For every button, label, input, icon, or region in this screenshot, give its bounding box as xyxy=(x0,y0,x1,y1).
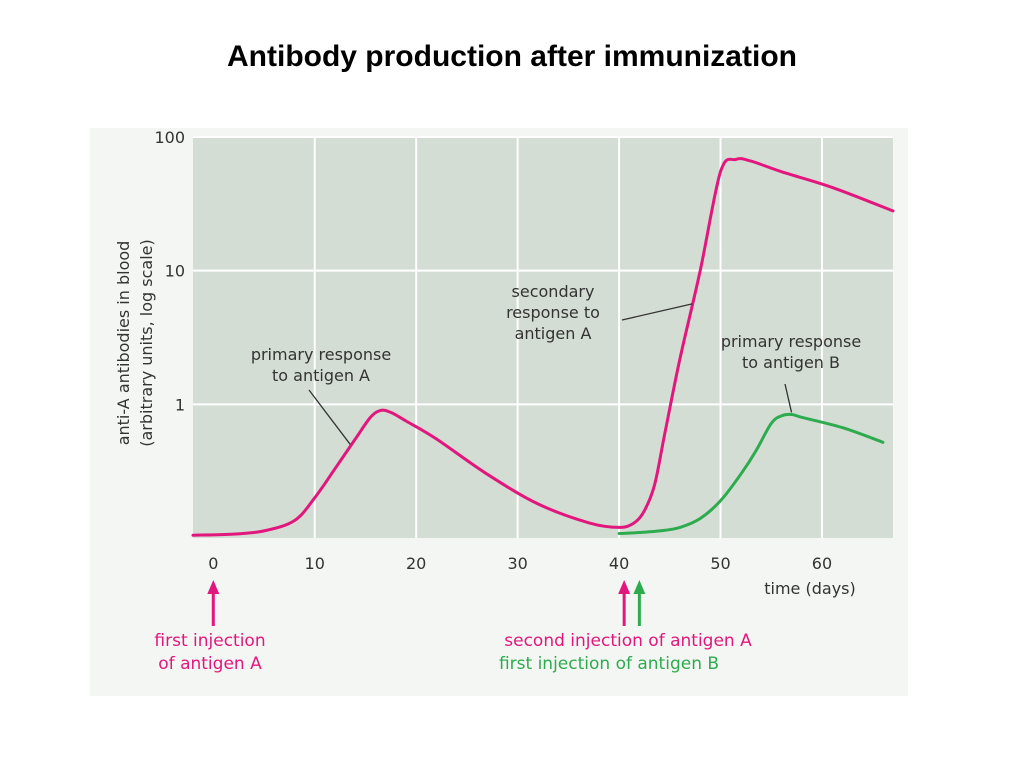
injection-label-1-line-1: first injection xyxy=(154,631,265,651)
annotation-secondary-a-line-3: antigen A xyxy=(515,324,592,343)
annotation-secondary-a-leader xyxy=(621,303,693,321)
annotation-primary-a-line-2: to antigen A xyxy=(272,366,370,385)
grid xyxy=(193,136,893,538)
annotation-secondary-a-line-1: secondary xyxy=(512,282,595,301)
injection-layer: first injection of antigen A second inject… xyxy=(154,580,752,674)
x-axis-label: time (days) xyxy=(764,579,855,598)
injection-arrow-head-3 xyxy=(633,580,646,594)
y-tick-label: 100 xyxy=(154,128,185,147)
injection-label-2-line-1: second injection of antigen A xyxy=(504,631,752,651)
x-tick-label: 0 xyxy=(208,554,218,573)
plot-area xyxy=(193,137,893,538)
annotation-primary-b-line-1: primary response xyxy=(721,332,861,351)
injection-arrow-head-2 xyxy=(618,580,631,594)
y-axis-label-line-1: anti-A antibodies in blood xyxy=(114,241,133,446)
annotation-primary-a-line-1: primary response xyxy=(251,345,391,364)
x-tick-label: 30 xyxy=(507,554,527,573)
annotation-primary-b-leader xyxy=(784,383,793,413)
series-line-2 xyxy=(617,412,885,535)
series-line-1 xyxy=(191,157,895,537)
injection-label-1-line-2: of antigen A xyxy=(158,654,262,674)
annotation-layer: primary response to antigen A secondary res… xyxy=(251,282,861,445)
page-title: Antibody production after immunization xyxy=(227,40,797,73)
x-tick-label: 40 xyxy=(609,554,629,573)
injection-arrow-head-1 xyxy=(207,580,220,594)
x-tick-label: 60 xyxy=(812,554,832,573)
tick-layer: 0 10 20 30 40 50 60 1 10 100 xyxy=(154,128,832,573)
y-tick-label: 10 xyxy=(165,262,185,281)
x-tick-label: 20 xyxy=(406,554,426,573)
series-layer xyxy=(191,157,895,537)
annotation-secondary-a-line-2: response to xyxy=(506,303,600,322)
x-tick-label: 50 xyxy=(710,554,730,573)
annotation-primary-a-leader xyxy=(308,389,351,445)
x-tick-label: 10 xyxy=(305,554,325,573)
annotation-primary-b-line-2: to antigen B xyxy=(742,353,840,372)
y-axis-label-line-2: (arbitrary units, log scale) xyxy=(137,239,156,446)
injection-label-3-line-1: first injection of antigen B xyxy=(499,654,719,674)
y-tick-label: 1 xyxy=(175,395,185,414)
